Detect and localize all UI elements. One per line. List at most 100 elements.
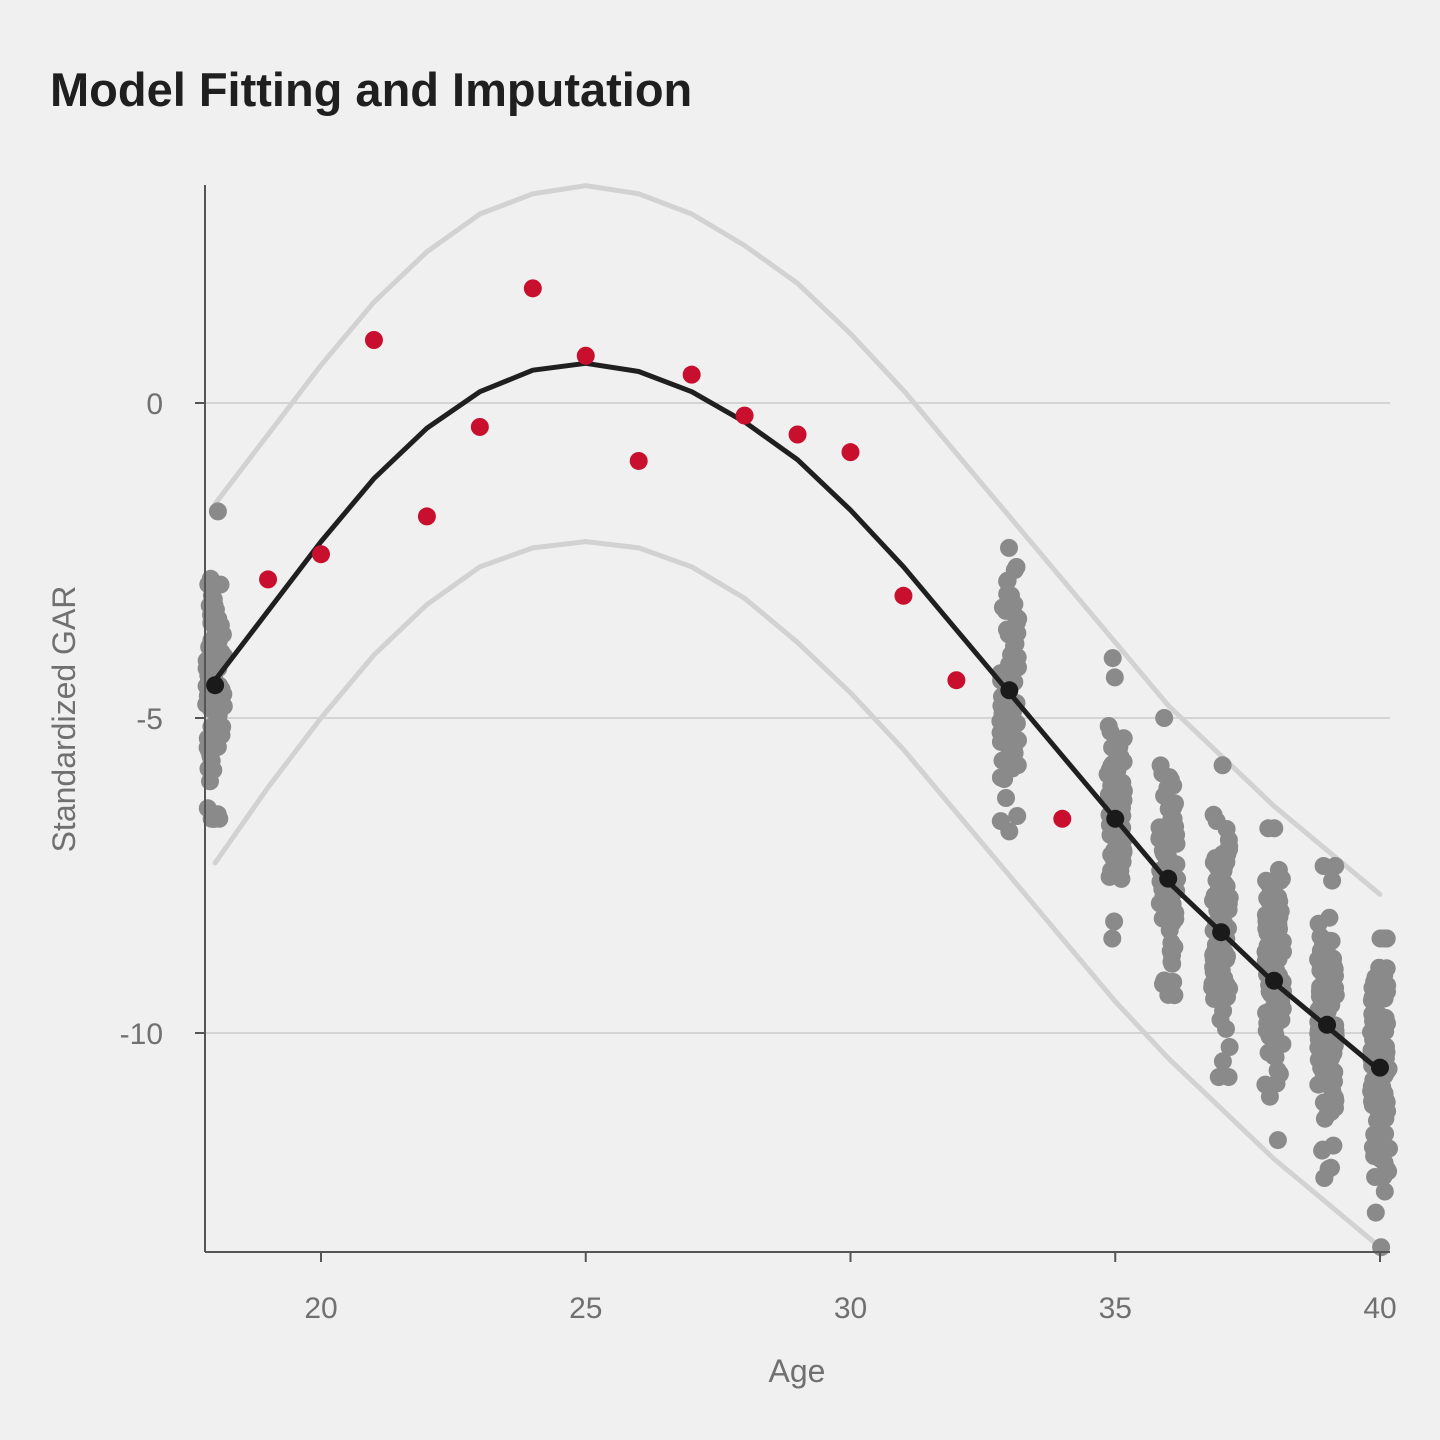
imputed-point [1318,1105,1337,1124]
imputed-point [1220,837,1239,856]
imputed-point [1114,729,1133,748]
imputed-mean-point [1000,681,1019,700]
imputed-point [1004,716,1023,734]
imputed-point [1206,849,1225,868]
observed-point [259,570,278,589]
imputed-point [1270,1064,1289,1083]
imputed-point [1259,819,1278,838]
imputed-point [211,616,230,635]
observed-point [364,331,383,349]
observed-point [894,586,913,605]
imputed-points [197,502,1398,1257]
imputed-point [204,809,223,828]
imputed-point [212,726,231,745]
imputed-point [1324,1136,1343,1155]
imputed-point [1366,1203,1385,1222]
imputed-point [198,738,217,757]
imputed-mean-point [1159,869,1178,888]
imputed-point [1161,942,1180,961]
imputed-point [997,789,1015,807]
imputed-point [1205,886,1224,905]
imputed-mean-point [1371,1058,1389,1077]
imputed-point [1111,748,1130,766]
imputed-point [208,502,227,521]
observed-point [576,346,595,365]
imputed-point [1103,929,1122,948]
imputed-point [991,812,1010,831]
imputed-point [1217,947,1236,966]
x-tick-label: 35 [1099,1292,1132,1325]
imputed-point [1309,914,1328,933]
observed-point [523,279,542,298]
imputed-point [1274,942,1292,961]
imputed-point [1322,1074,1341,1093]
imputed-point [1323,871,1342,890]
imputed-point [1161,975,1180,994]
imputed-point [1260,1087,1279,1106]
x-tick-label: 30 [834,1292,867,1325]
fit-line [212,360,1383,1074]
imputed-point [1314,857,1333,875]
observed-point [788,425,807,444]
y-tick-label: -10 [120,1018,163,1051]
imputed-point [1266,1048,1285,1067]
imputed-point [1150,818,1169,837]
chart-title: Model Fitting and Imputation [50,63,693,116]
imputed-point [1369,967,1387,986]
imputed-point [1363,1005,1382,1023]
imputed-point [1105,863,1124,882]
imputed-mean-point [1212,923,1231,942]
imputed-point [1370,1115,1389,1134]
imputed-point [1273,999,1292,1018]
y-axis-label: Standardized GAR [46,586,82,853]
interval-bounds [212,183,1383,1250]
grid-lines [205,402,1390,1034]
imputed-point [1373,1078,1392,1097]
upper-bound-line [212,183,1383,897]
fitted-curve [212,360,1383,1074]
observed-point [841,443,860,462]
imputed-point [1167,825,1186,844]
imputed-point [1103,649,1122,668]
axes: 0 -5 -10 20 25 30 35 40 [120,185,1397,1325]
imputed-mean-point [1106,809,1125,828]
imputed-point [1372,1238,1391,1257]
x-tick-label: 25 [569,1292,602,1325]
imputed-point [209,692,228,711]
imputed-point [991,768,1010,787]
x-tick-label: 40 [1363,1292,1396,1325]
imputed-mean-point [1318,1015,1337,1034]
imputed-point [1005,744,1024,763]
imputed-point [1372,990,1391,1008]
imputed-point [1153,841,1172,860]
imputed-point [998,585,1017,603]
imputed-point [1369,1141,1388,1159]
imputed-point [1268,1131,1287,1150]
imputed-point [1207,871,1226,890]
imputed-point [1207,812,1226,830]
imputed-point [1311,982,1330,1001]
imputed-point [1099,717,1118,735]
imputed-point [1155,709,1174,727]
imputed-point [1155,786,1174,805]
imputed-point [1220,1038,1239,1056]
imputed-point [1203,978,1222,997]
imputed-mean-point [1265,971,1284,990]
observed-point [312,545,330,564]
imputed-point [1326,978,1345,997]
imputed-point [1213,756,1232,775]
imputed-point [1375,1182,1394,1201]
imputed-point [1371,1034,1389,1053]
imputed-point [1213,1052,1232,1071]
imputed-mean-point [206,676,225,695]
y-tick-label: 0 [146,388,163,421]
imputed-point [1318,1001,1337,1020]
imputed-point [1313,963,1332,982]
imputed-point [1006,617,1025,636]
imputed-point [1105,668,1124,687]
imputed-point [1161,770,1180,789]
imputed-point [1319,1159,1338,1178]
imputed-point [1262,1026,1280,1044]
observed-point [1053,809,1072,828]
